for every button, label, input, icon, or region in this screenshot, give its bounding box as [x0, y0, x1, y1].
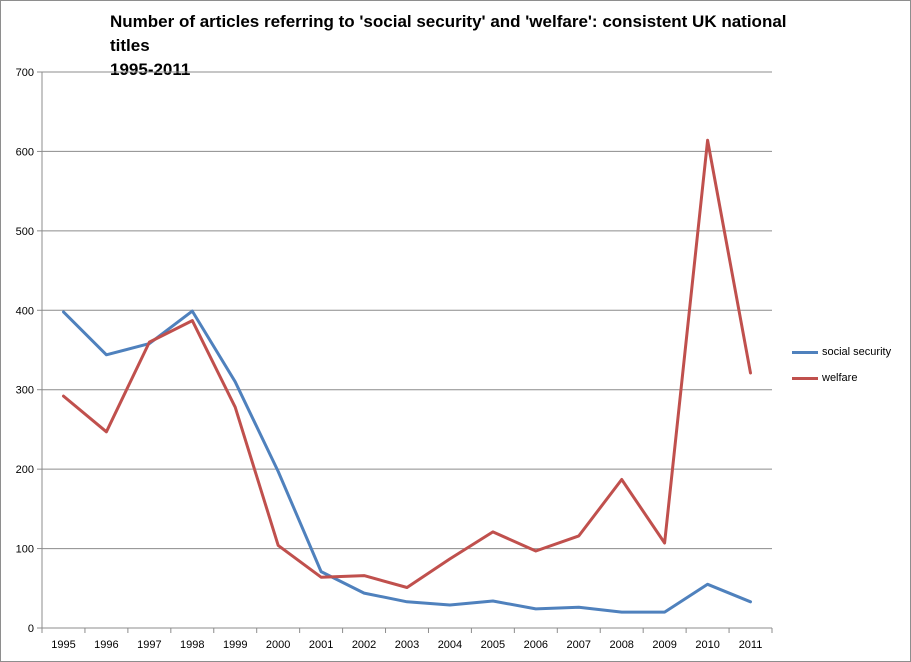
x-tick-label: 2009: [652, 639, 676, 651]
y-tick-label: 700: [16, 67, 34, 79]
y-tick-label: 400: [16, 305, 34, 317]
chart-title-line-1: Number of articles referring to 'social …: [110, 12, 787, 55]
y-tick-label: 500: [16, 226, 34, 238]
x-tick-label: 1995: [51, 639, 75, 651]
legend-label-welfare: welfare: [822, 372, 858, 384]
x-tick-label: 2001: [309, 639, 333, 651]
x-tick-label: 2000: [266, 639, 290, 651]
y-tick-label: 100: [16, 544, 34, 556]
x-tick-label: 1996: [94, 639, 118, 651]
x-tick-label: 2006: [524, 639, 548, 651]
x-tick-label: 2007: [567, 639, 591, 651]
series-lines: [62, 138, 752, 614]
y-tick-label: 0: [28, 623, 34, 635]
y-tick-label: 200: [16, 464, 34, 476]
chart-title-line-2: 1995-2011: [110, 60, 191, 79]
x-axis: 1995 1996 1997 1998 1999 2000 2001 2002 2003 2004…: [41, 72, 773, 651]
series-line-social-security: [62, 309, 752, 614]
x-tick-label: 2004: [438, 639, 462, 651]
legend-swatch-welfare: [792, 376, 818, 380]
x-tick-label: 2003: [395, 639, 419, 651]
x-tick-label: 2010: [695, 639, 719, 651]
x-tick-label: 2002: [352, 639, 376, 651]
x-tick-label: 2011: [739, 639, 763, 651]
series-line-welfare: [62, 138, 752, 589]
x-tick-label: 2008: [609, 639, 633, 651]
legend: social security welfare: [792, 339, 891, 391]
legend-item-welfare: welfare: [792, 365, 891, 391]
chart-title: Number of articles referring to 'social …: [110, 10, 830, 82]
legend-label-social-security: social security: [822, 346, 892, 358]
y-tick-label: 600: [16, 146, 34, 158]
y-tick-label: 300: [16, 385, 34, 397]
x-tick-label: 2005: [481, 639, 505, 651]
x-tick-label: 1997: [137, 639, 161, 651]
legend-item-social-security: social security: [792, 339, 891, 365]
x-tick-label: 1998: [180, 639, 204, 651]
y-axis-ticks: 0 100 200 300 400 500 600 700: [16, 67, 42, 635]
gridlines: [42, 71, 772, 550]
legend-swatch-social-security: [792, 350, 818, 354]
x-tick-label: 1999: [223, 639, 247, 651]
